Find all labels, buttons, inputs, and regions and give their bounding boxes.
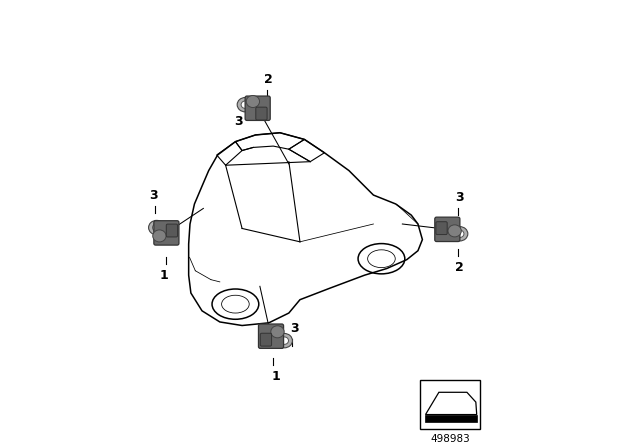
- FancyBboxPatch shape: [260, 333, 271, 346]
- Text: 1: 1: [271, 370, 280, 383]
- Text: 2: 2: [456, 261, 464, 274]
- FancyBboxPatch shape: [154, 221, 179, 245]
- Ellipse shape: [148, 220, 164, 235]
- Text: 2: 2: [264, 73, 273, 86]
- Text: 1: 1: [160, 269, 168, 282]
- Polygon shape: [424, 414, 477, 422]
- Bar: [420, 380, 480, 429]
- Text: 498983: 498983: [430, 434, 470, 444]
- Text: 3: 3: [148, 189, 157, 202]
- Text: 3: 3: [456, 191, 464, 204]
- Ellipse shape: [452, 227, 468, 241]
- Ellipse shape: [246, 95, 260, 108]
- FancyBboxPatch shape: [256, 107, 267, 120]
- Text: 3: 3: [290, 322, 298, 335]
- FancyBboxPatch shape: [259, 324, 284, 349]
- Ellipse shape: [152, 224, 161, 231]
- Ellipse shape: [271, 326, 284, 338]
- FancyBboxPatch shape: [245, 96, 270, 121]
- Ellipse shape: [153, 230, 166, 242]
- Ellipse shape: [448, 225, 461, 237]
- Ellipse shape: [280, 337, 289, 345]
- Ellipse shape: [237, 98, 253, 112]
- Ellipse shape: [456, 230, 464, 237]
- Ellipse shape: [241, 101, 250, 108]
- FancyBboxPatch shape: [166, 224, 177, 237]
- Ellipse shape: [276, 333, 292, 348]
- Text: 3: 3: [235, 115, 243, 128]
- FancyBboxPatch shape: [436, 222, 447, 235]
- FancyBboxPatch shape: [435, 217, 460, 241]
